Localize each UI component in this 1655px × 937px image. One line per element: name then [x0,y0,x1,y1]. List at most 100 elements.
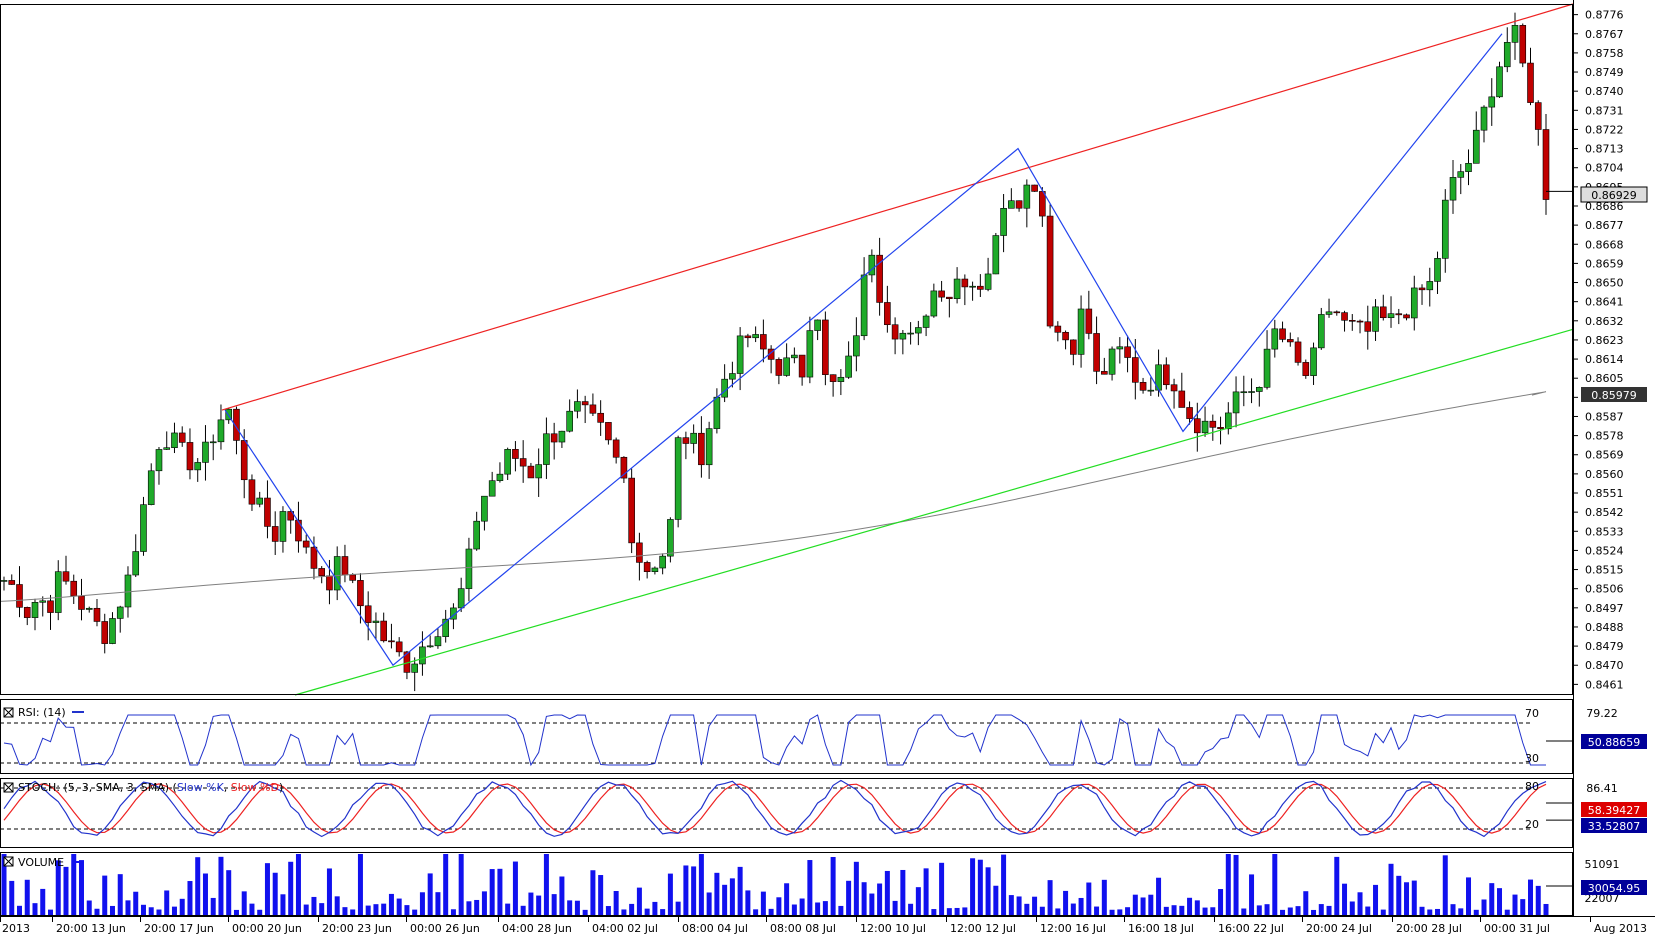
volume-bar [636,887,642,916]
candle-body [798,354,806,378]
candle-body [605,422,612,441]
candle-body [860,274,868,337]
volume-bar [1504,909,1510,916]
volume-bar [1535,885,1541,916]
candle-body [612,439,620,458]
price-tick-label: 0.8704 [1585,162,1624,175]
x-tick-label: 20:00 13 Jun [56,922,126,935]
volume-bar [1512,894,1518,916]
candle-body [209,441,217,444]
candle-body [256,497,264,505]
rsi-top-value: 79.22 [1586,707,1618,720]
volume-bar [675,901,681,916]
volume-bar [853,861,859,916]
candle-body [62,571,70,582]
volume-bar [1179,905,1185,916]
candle-body [101,621,109,644]
volume-bar [892,900,898,916]
volume-bar [1388,863,1394,916]
volume-bar [698,854,704,916]
candle-body [279,511,287,542]
volume-bar [365,905,371,916]
candle-body [1186,407,1193,419]
candle-body [225,408,233,421]
volume-bar [1342,883,1348,916]
price-tick-label: 0.8470 [1585,659,1624,672]
candle-body [504,449,511,475]
volume-bar [869,893,875,916]
price-tick-label: 0.8668 [1585,238,1624,251]
candle-body [589,404,597,414]
price-current-value: 0.86929 [1591,189,1637,202]
volume-bar [156,909,162,916]
candle-body [535,464,542,479]
volume-bar [497,868,503,916]
stoch-d-line [3,783,1547,834]
volume-bar [404,905,410,916]
x-tick-label: 00:00 26 Jun [410,922,480,935]
x-tick-label: 20:00 17 Jun [144,922,214,935]
candle-body [326,575,333,591]
candle-body [1085,308,1093,334]
volume-bar [16,905,22,916]
candle-body [984,273,992,290]
volume-bar [1357,892,1363,916]
candle-body [1372,306,1379,332]
volume-bar [1055,908,1061,916]
volume-bar [1450,904,1456,916]
volume-bar [303,904,309,916]
volume-bar [1272,854,1278,916]
candle-body [310,546,318,569]
volume-bar [450,909,456,916]
volume-bar [729,878,735,916]
candle-body [922,315,930,328]
volume-bar [427,873,433,916]
stoch-d-tag [1581,802,1647,817]
candle-body [721,378,728,398]
volume-bar [1,854,7,916]
volume-bar [1380,909,1386,916]
volume-bar [257,909,263,916]
candle-body [512,449,519,459]
candle-body [481,495,488,522]
candle-body [1015,200,1023,209]
candle-body [473,520,480,550]
candle-body [295,519,302,542]
candle-body [1240,391,1248,394]
candle-body [8,580,16,585]
candle-body [574,401,581,412]
candle-body [70,580,78,597]
volume-current-tag [1581,880,1647,895]
volume-bar [1233,854,1239,916]
zigzag-line [224,33,1503,667]
volume-bar [753,909,759,916]
candle-body [1093,333,1100,372]
candle-body [651,567,659,572]
candle-body [23,607,31,618]
volume-bar [1125,907,1131,916]
candle-body [527,465,535,479]
volume-bar [466,901,472,916]
stoch-k-tag [1581,818,1647,833]
volume-bar [1303,891,1309,916]
rsi-level-high: 70 [1525,707,1539,720]
candle-body [0,580,8,582]
candle-body [891,324,899,340]
candle-body [620,456,628,479]
volume-bar [1194,900,1200,916]
price-tick-label: 0.8659 [1585,257,1624,270]
volume-bar [660,909,666,916]
price-current-tag [1580,186,1648,203]
candle-body [853,335,860,357]
rsi-current-value: 50.88659 [1588,736,1641,749]
candle-body [1434,258,1441,282]
candle-body [357,580,364,607]
candle-body [1403,314,1410,319]
volume-bar [1396,875,1402,916]
volume-bar [1435,908,1441,916]
candle-body [550,433,558,443]
volume-bar [776,897,782,916]
volume-bar [419,892,425,916]
stoch-top-value: 86.41 [1586,782,1618,795]
candle-body [876,254,883,303]
